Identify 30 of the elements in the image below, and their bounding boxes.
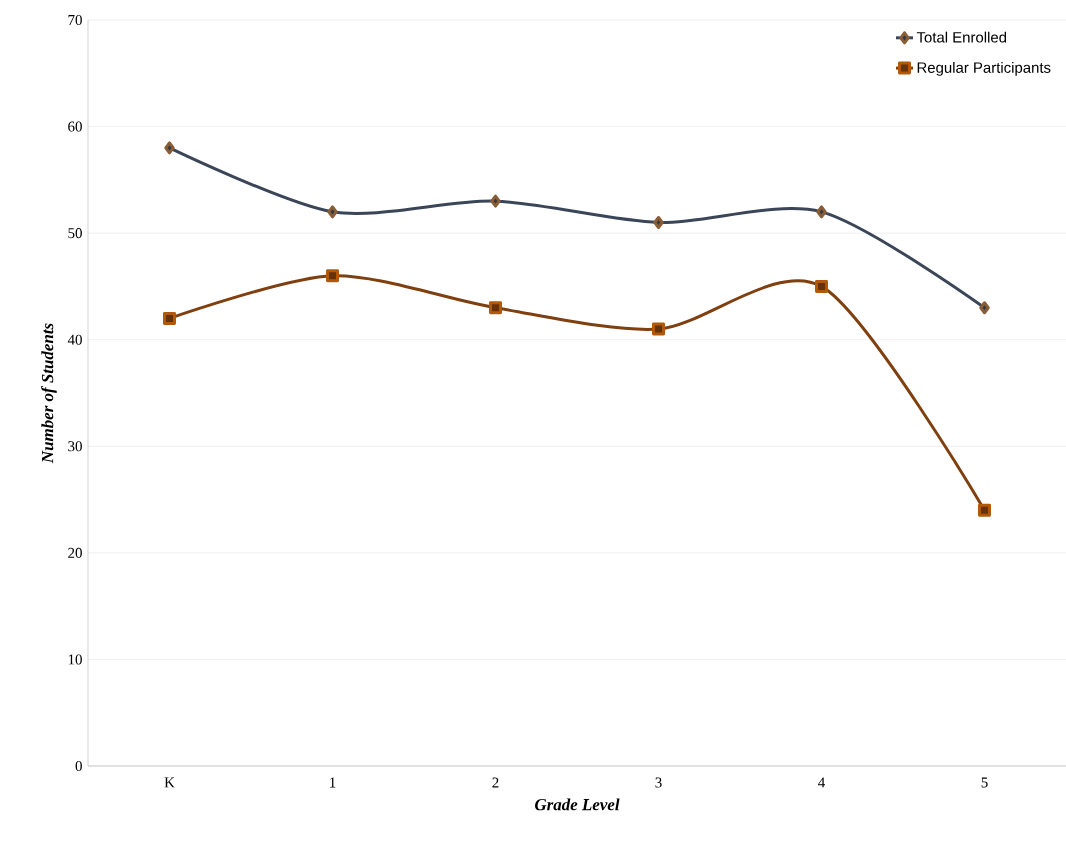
- point: [326, 269, 339, 283]
- y-tick-label: 60: [68, 121, 82, 132]
- y-axis-title: Number of Students: [41, 323, 57, 464]
- x-tick-label: 2: [492, 777, 499, 788]
- x-tick-label: K: [164, 777, 175, 788]
- point: [163, 311, 176, 325]
- y-tick-label: 0: [75, 760, 82, 772]
- point: [327, 205, 338, 219]
- point: [815, 279, 829, 293]
- point: [652, 322, 666, 336]
- y-tick-label: 10: [68, 654, 82, 665]
- point: [979, 301, 990, 315]
- point: [816, 205, 827, 219]
- point: [489, 301, 502, 315]
- y-tick-label: 20: [68, 547, 82, 558]
- point: [978, 503, 992, 517]
- point: [653, 215, 664, 229]
- legend-label: Total Enrolled: [916, 31, 1007, 43]
- x-tick-label: 5: [981, 777, 988, 788]
- x-tick-label: 1: [330, 777, 336, 788]
- y-tick-label: 50: [68, 228, 82, 239]
- x-tick-label: 3: [655, 777, 662, 788]
- x-axis-title: Grade Level: [535, 798, 620, 811]
- point: [164, 141, 175, 155]
- point: [490, 194, 501, 208]
- legend-label: Regular Participants: [917, 61, 1051, 76]
- x-tick-label: 4: [818, 777, 826, 788]
- y-tick-label: 70: [68, 14, 82, 26]
- y-tick-label: 40: [67, 334, 82, 345]
- y-tick-label: 30: [68, 441, 82, 452]
